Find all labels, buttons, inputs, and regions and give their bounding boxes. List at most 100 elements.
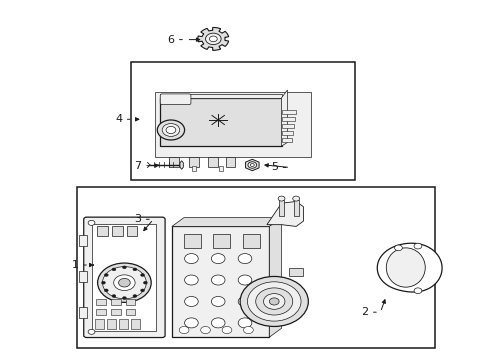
Circle shape	[394, 245, 402, 251]
Bar	[155, 93, 311, 157]
Circle shape	[122, 266, 126, 269]
Circle shape	[112, 268, 116, 271]
Bar	[160, 94, 282, 98]
Bar	[160, 98, 282, 146]
Text: 3: 3	[134, 214, 141, 224]
Polygon shape	[198, 27, 229, 50]
Bar	[208, 157, 218, 167]
Circle shape	[185, 275, 198, 285]
Circle shape	[414, 243, 422, 249]
Circle shape	[101, 281, 105, 284]
Bar	[119, 319, 128, 329]
Circle shape	[238, 275, 252, 285]
Circle shape	[104, 289, 108, 292]
Bar	[282, 138, 292, 143]
Text: 2: 2	[361, 307, 368, 317]
Circle shape	[185, 318, 198, 328]
Bar	[97, 299, 106, 305]
Bar	[107, 319, 116, 329]
Circle shape	[238, 296, 252, 306]
Bar	[219, 166, 222, 171]
Circle shape	[157, 120, 185, 140]
Circle shape	[104, 274, 108, 276]
Text: 4: 4	[115, 114, 122, 124]
Circle shape	[222, 327, 232, 334]
Circle shape	[209, 36, 217, 42]
Bar	[282, 131, 293, 135]
Polygon shape	[270, 217, 282, 337]
Bar	[131, 319, 140, 329]
Circle shape	[293, 196, 299, 201]
Circle shape	[238, 318, 252, 328]
Circle shape	[247, 282, 301, 321]
Bar	[126, 226, 137, 236]
Bar	[98, 226, 108, 236]
Bar	[294, 200, 298, 216]
Circle shape	[185, 253, 198, 264]
Ellipse shape	[386, 248, 425, 287]
Circle shape	[201, 327, 210, 334]
Circle shape	[88, 329, 95, 334]
Bar	[282, 124, 294, 128]
Circle shape	[211, 318, 225, 328]
Bar	[125, 299, 135, 305]
Circle shape	[133, 294, 137, 297]
Bar	[189, 157, 199, 167]
Bar	[79, 271, 87, 282]
Circle shape	[250, 163, 254, 166]
Bar	[279, 200, 284, 216]
Bar	[184, 234, 201, 248]
Bar	[170, 157, 179, 167]
Bar	[125, 309, 135, 315]
Polygon shape	[180, 161, 183, 169]
Polygon shape	[282, 90, 288, 146]
Bar	[225, 157, 235, 167]
Circle shape	[240, 276, 308, 327]
Circle shape	[238, 253, 252, 264]
Circle shape	[166, 126, 176, 134]
Circle shape	[256, 288, 293, 315]
Bar	[112, 226, 122, 236]
Bar	[243, 234, 260, 248]
Circle shape	[88, 220, 95, 225]
Bar	[95, 319, 104, 329]
Bar	[79, 307, 87, 318]
Circle shape	[122, 297, 126, 300]
Bar	[172, 226, 270, 337]
Circle shape	[98, 263, 151, 302]
Text: 6: 6	[168, 35, 174, 45]
Circle shape	[270, 298, 279, 305]
Bar	[282, 110, 296, 114]
Circle shape	[248, 162, 257, 168]
Circle shape	[179, 327, 189, 334]
Circle shape	[244, 327, 253, 334]
Polygon shape	[267, 202, 303, 226]
Polygon shape	[377, 243, 442, 292]
Circle shape	[102, 267, 147, 299]
Circle shape	[119, 278, 130, 287]
Circle shape	[205, 33, 221, 45]
Circle shape	[112, 294, 116, 297]
Circle shape	[264, 294, 285, 309]
Polygon shape	[245, 159, 259, 171]
Bar	[97, 309, 106, 315]
Text: 5: 5	[271, 162, 278, 172]
Bar	[130, 62, 355, 180]
Bar	[93, 224, 156, 331]
Circle shape	[211, 275, 225, 285]
Circle shape	[185, 296, 198, 306]
Circle shape	[133, 268, 137, 271]
Circle shape	[278, 196, 285, 201]
FancyBboxPatch shape	[84, 217, 165, 338]
Circle shape	[141, 289, 145, 292]
Circle shape	[141, 274, 145, 276]
Circle shape	[144, 281, 147, 284]
Bar	[79, 235, 87, 246]
Circle shape	[414, 288, 422, 294]
Circle shape	[211, 296, 225, 306]
Circle shape	[211, 253, 225, 264]
Bar	[282, 117, 295, 121]
FancyBboxPatch shape	[160, 94, 191, 105]
Text: 1: 1	[72, 260, 78, 270]
Bar	[111, 309, 121, 315]
